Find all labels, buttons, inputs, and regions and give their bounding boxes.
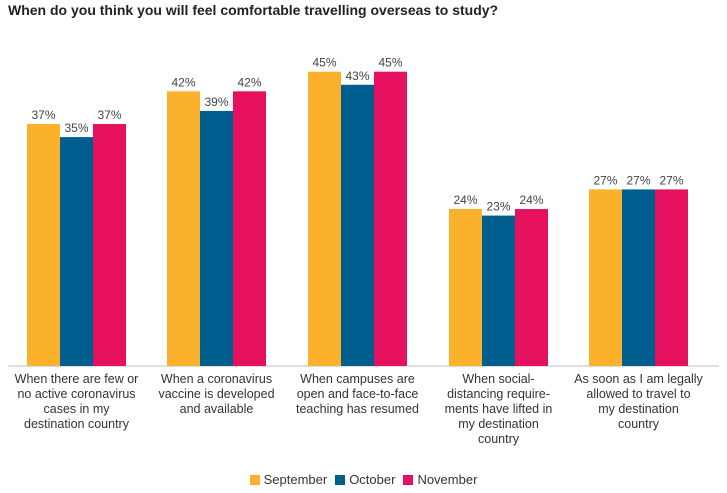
- category-label-line: allowed to travel to: [586, 387, 691, 401]
- data-label-november-1: 37%: [97, 108, 121, 122]
- category-label-5: As soon as I am legally allowed to travel…: [569, 372, 709, 432]
- bar-november-2: [233, 91, 266, 366]
- data-label-november-2: 42%: [237, 75, 261, 89]
- bar-september-1: [27, 124, 60, 367]
- category-label-line: When there are few or: [14, 372, 139, 386]
- category-label-3: When campuses are open and face-to-face te…: [288, 372, 428, 417]
- category-label-line: open and face-to-face: [296, 387, 419, 401]
- category-label-line: destination country: [24, 417, 129, 431]
- bar-october-5: [622, 189, 655, 366]
- category-label-line: When a coronavirus: [160, 372, 273, 386]
- category-label-line: distancing require-: [447, 387, 550, 401]
- category-label-line: When social-: [462, 372, 535, 386]
- bar-november-5: [655, 189, 688, 366]
- category-label-line: country: [618, 417, 659, 431]
- bar-november-1: [93, 124, 126, 367]
- data-label-september-4: 24%: [453, 193, 477, 207]
- legend-label-october: October: [349, 472, 396, 487]
- data-label-november-4: 24%: [519, 193, 543, 207]
- data-label-october-4: 23%: [486, 200, 510, 214]
- category-label-line: vaccine is developed: [158, 387, 275, 401]
- category-label-line: cases in my: [43, 402, 110, 416]
- legend-item-november: November: [403, 472, 477, 487]
- data-label-october-2: 39%: [204, 95, 228, 109]
- category-label-line: no active coronavirus: [17, 387, 136, 401]
- legend-item-october: October: [335, 472, 395, 487]
- bar-september-2: [167, 91, 200, 366]
- bar-september-4: [449, 209, 482, 366]
- bar-october-3: [341, 84, 374, 366]
- legend-item-september: September: [249, 472, 328, 487]
- category-label-2: When a coronavirus vaccine is developed an…: [147, 372, 287, 417]
- legend-swatch-november: [403, 474, 414, 485]
- legend-label-november: November: [417, 472, 478, 487]
- data-label-september-1: 37%: [31, 108, 55, 122]
- legend-swatch-september: [249, 474, 260, 485]
- category-label-line: teaching has resumed: [296, 402, 419, 416]
- bar-september-3: [308, 71, 341, 366]
- bar-november-4: [515, 209, 548, 366]
- data-label-november-5: 27%: [659, 173, 683, 187]
- category-label-line: and available: [179, 402, 254, 416]
- category-label-4: When social-distancing require-ments hav…: [429, 372, 569, 447]
- legend-label-september: September: [263, 472, 328, 487]
- legend-swatch-october: [335, 474, 346, 485]
- bar-october-1: [60, 137, 93, 366]
- chart-title: When do you think you will feel comforta…: [8, 2, 499, 18]
- bar-october-2: [200, 110, 233, 366]
- category-label-line: As soon as I am legally: [574, 372, 703, 386]
- bar-chart: 37% 35% 37% 42% 39% 42% 45% 43% 45% 24% 23% 24% 27% 2…: [8, 56, 719, 367]
- data-label-september-5: 27%: [593, 173, 617, 187]
- category-label-1: When there are few or no active coronavir…: [7, 372, 147, 432]
- data-label-october-1: 35%: [64, 121, 88, 135]
- data-label-november-3: 45%: [378, 56, 402, 70]
- bar-november-3: [374, 71, 407, 366]
- data-label-september-3: 45%: [312, 56, 336, 70]
- data-label-september-2: 42%: [171, 75, 195, 89]
- category-label-line: my destination: [598, 402, 679, 416]
- bar-september-5: [589, 189, 622, 366]
- category-label-line: ments have lifted in: [444, 402, 553, 416]
- data-label-october-5: 27%: [626, 173, 650, 187]
- category-label-line: When campuses are: [300, 372, 415, 386]
- legend: September October November: [0, 472, 727, 487]
- category-label-line: my destination: [458, 417, 539, 431]
- category-label-line: country: [478, 432, 519, 446]
- bar-october-4: [482, 215, 515, 366]
- data-label-october-3: 43%: [345, 69, 369, 83]
